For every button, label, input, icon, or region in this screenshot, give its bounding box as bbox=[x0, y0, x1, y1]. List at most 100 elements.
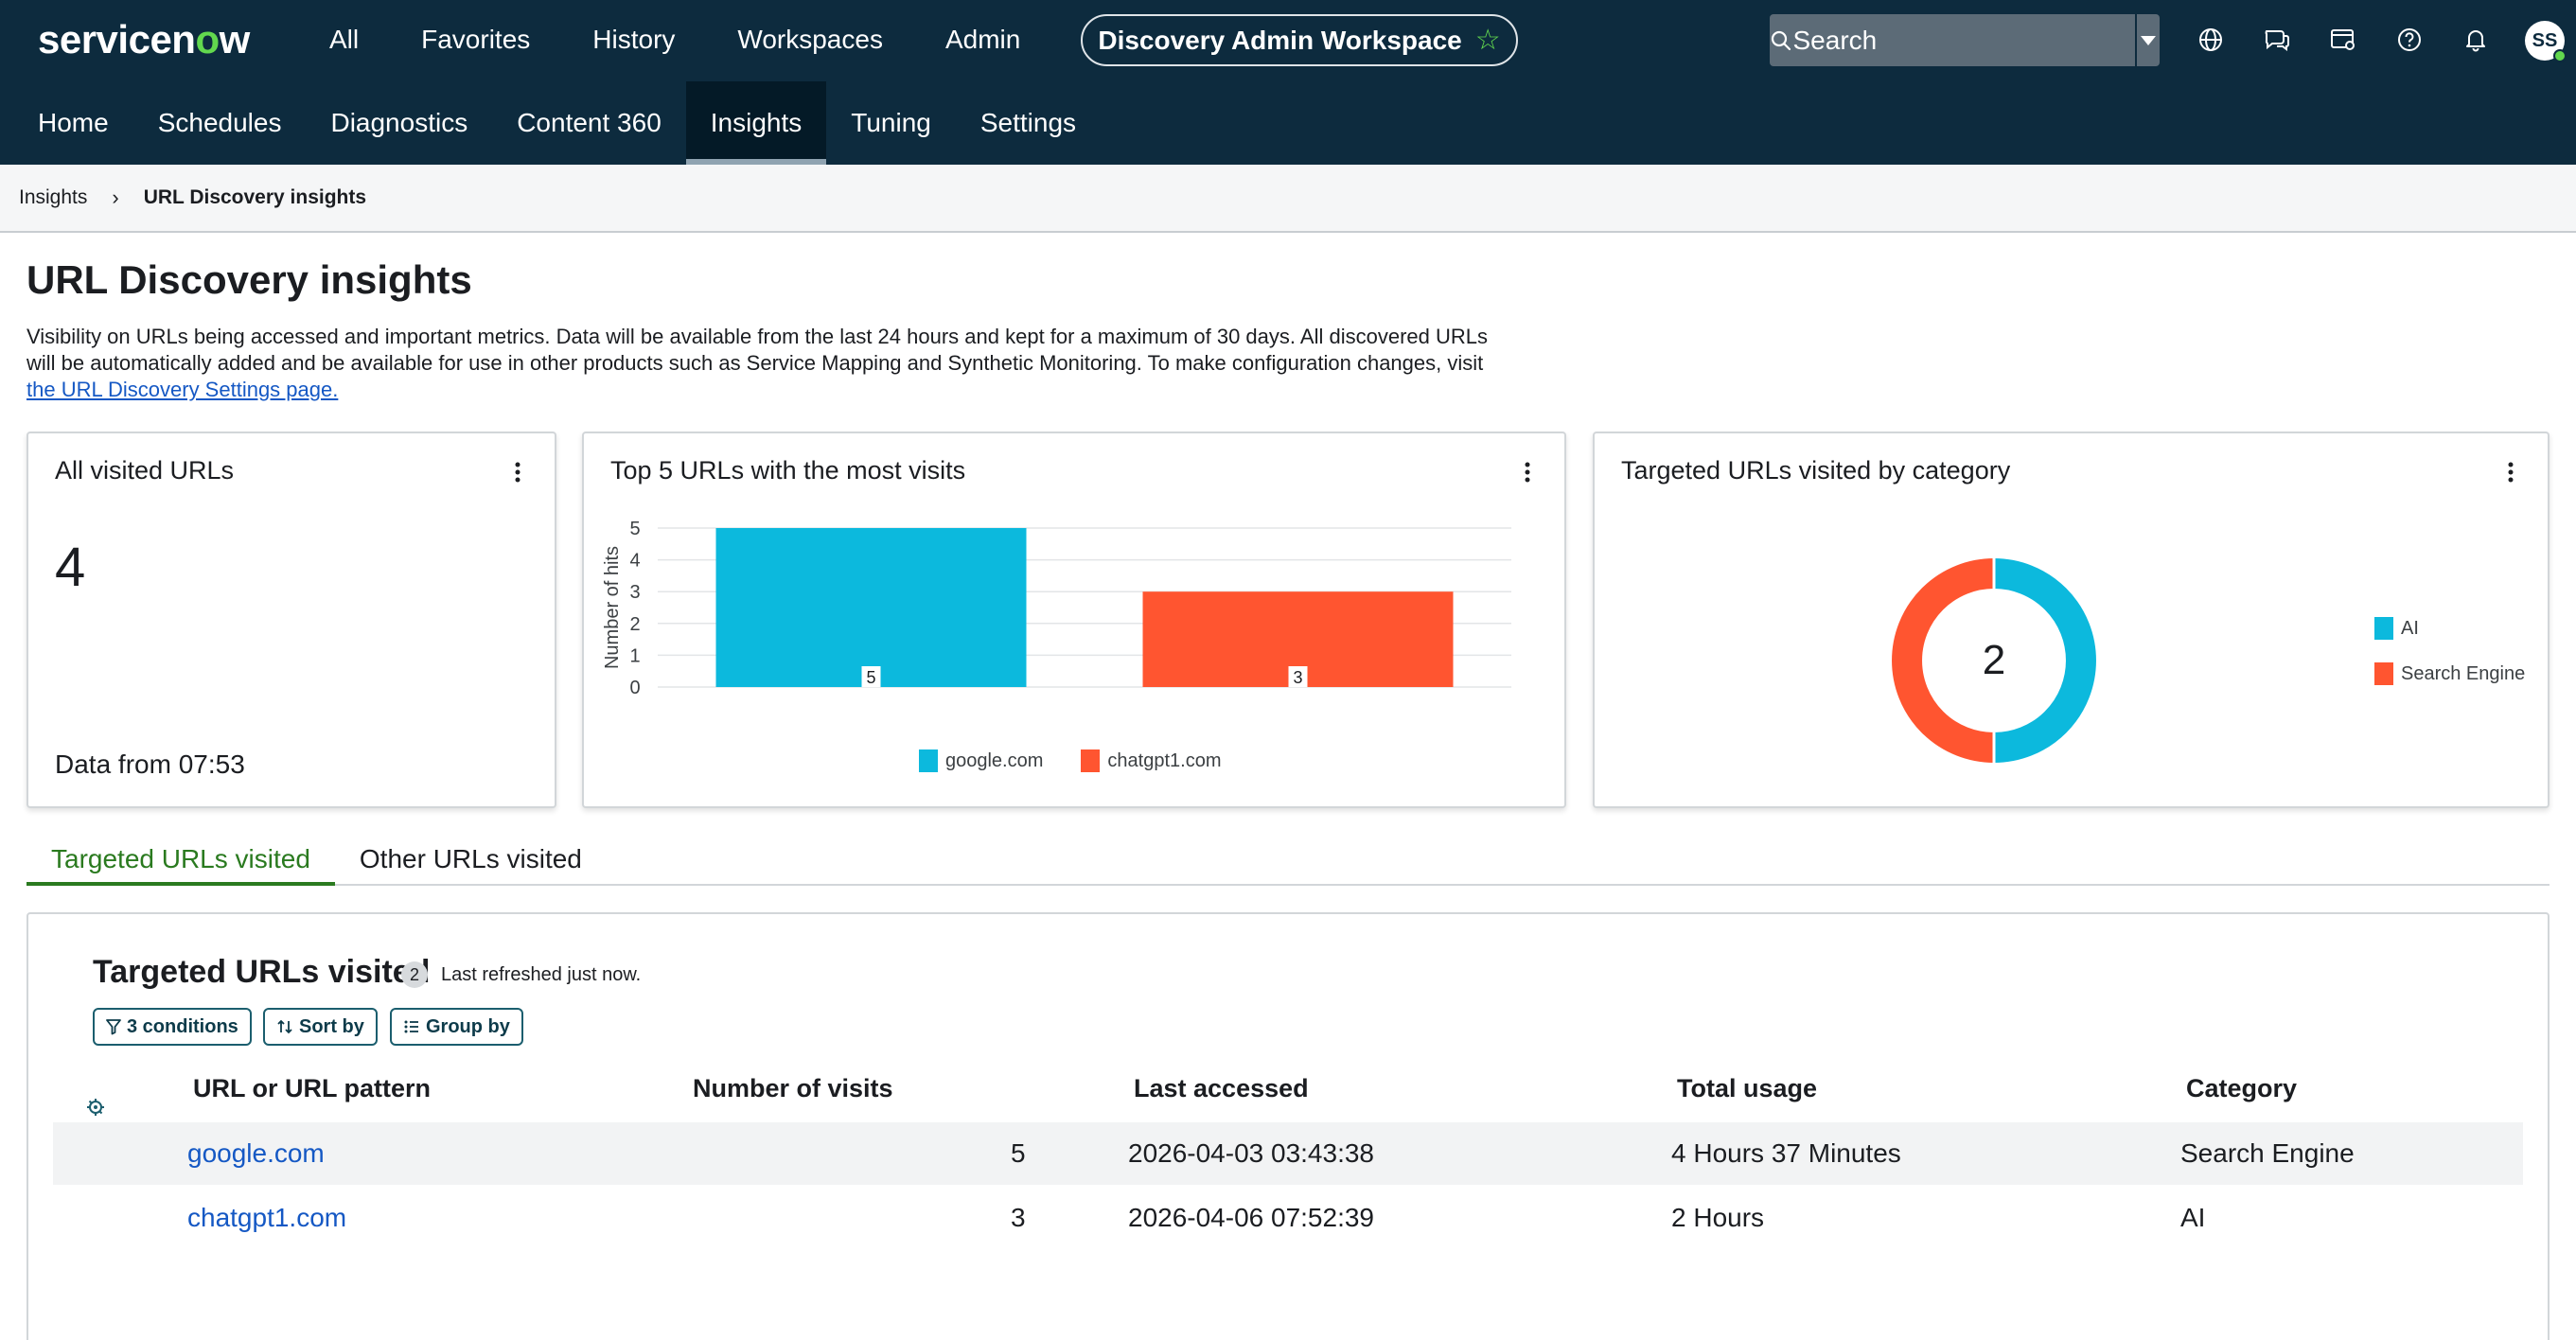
nav-all[interactable]: All bbox=[329, 25, 360, 54]
user-avatar[interactable]: SS bbox=[2525, 21, 2567, 62]
wsnav-settings[interactable]: Settings bbox=[979, 108, 1077, 137]
data-timestamp: Data from 07:53 bbox=[55, 749, 245, 779]
avatar-initials: SS bbox=[2532, 29, 2558, 51]
cell-total-usage: 4 Hours 37 Minutes bbox=[1671, 1138, 1901, 1168]
tab-other-urls[interactable]: Other URLs visited bbox=[359, 844, 582, 873]
nav-workspaces[interactable]: Workspaces bbox=[737, 25, 883, 54]
cell-category: AI bbox=[2180, 1203, 2206, 1232]
nav-favorites[interactable]: Favorites bbox=[421, 25, 531, 54]
legend-label: AI bbox=[2401, 617, 2419, 639]
page-title: URL Discovery insights bbox=[26, 257, 472, 302]
chevron-down-icon bbox=[2140, 35, 2156, 45]
workspace-title: Discovery Admin Workspace bbox=[1098, 25, 1462, 55]
settings-page-link[interactable]: the URL Discovery Settings page. bbox=[26, 378, 339, 401]
donut-legend-search-engine[interactable]: Search Engine bbox=[2374, 662, 2525, 685]
conditions-filter-button[interactable]: 3 conditions bbox=[93, 1008, 252, 1046]
data-label: 3 bbox=[1293, 668, 1302, 687]
legend-swatch bbox=[1081, 749, 1101, 772]
data-label: 5 bbox=[866, 668, 875, 687]
top-header: servicenow All Favorites History Workspa… bbox=[0, 0, 2576, 165]
cell-last-accessed: 2026-04-06 07:52:39 bbox=[1128, 1203, 1374, 1232]
col-header-category[interactable]: Category bbox=[2186, 1074, 2298, 1102]
wsnav-tuning[interactable]: Tuning bbox=[851, 108, 931, 137]
chip-label: Sort by bbox=[299, 1015, 364, 1037]
col-header-visits[interactable]: Number of visits bbox=[693, 1074, 893, 1102]
group-by-button[interactable]: Group by bbox=[390, 1008, 523, 1046]
list-icon bbox=[404, 1020, 418, 1033]
more-options-icon[interactable] bbox=[1513, 458, 1542, 486]
chip-label: 3 conditions bbox=[127, 1015, 238, 1037]
donut-slice-search-engine bbox=[1892, 558, 1995, 763]
donut-slice-ai bbox=[1993, 558, 2096, 763]
sort-by-button[interactable]: Sort by bbox=[263, 1008, 378, 1046]
presence-dot bbox=[2553, 49, 2567, 62]
nav-history[interactable]: History bbox=[592, 25, 676, 54]
wsnav-content-360[interactable]: Content 360 bbox=[517, 108, 662, 137]
breadcrumb-separator-icon: › bbox=[112, 185, 119, 209]
page-description-text: Visibility on URLs being accessed and im… bbox=[26, 325, 1488, 375]
y-tick-label: 1 bbox=[629, 645, 640, 666]
card-title: Targeted URLs visited by category bbox=[1621, 456, 2011, 485]
bar-google-com bbox=[715, 528, 1027, 687]
breadcrumb-insights[interactable]: Insights bbox=[19, 186, 88, 208]
table-header: URL or URL pattern Number of visits Last… bbox=[53, 1056, 2523, 1120]
search-input[interactable] bbox=[1792, 25, 2135, 56]
more-options-icon[interactable] bbox=[503, 458, 532, 486]
breadcrumb-current: URL Discovery insights bbox=[143, 186, 367, 208]
header-icons bbox=[2192, 21, 2495, 59]
data-label-bg bbox=[861, 666, 881, 687]
breadcrumb: Insights › URL Discovery insights bbox=[0, 165, 2576, 233]
table-row[interactable]: chatgpt1.com 3 2026-04-06 07:52:39 2 Hou… bbox=[53, 1187, 2523, 1249]
favorite-star-icon[interactable]: ☆ bbox=[1474, 25, 1501, 56]
legend-label: Search Engine bbox=[2401, 662, 2526, 684]
wsnav-home[interactable]: Home bbox=[38, 108, 109, 137]
legend-swatch bbox=[2374, 662, 2393, 685]
search-scope-dropdown[interactable] bbox=[2134, 14, 2161, 66]
url-link[interactable]: chatgpt1.com bbox=[187, 1203, 347, 1232]
filter-icon bbox=[106, 1019, 121, 1035]
col-header-total-usage[interactable]: Total usage bbox=[1677, 1074, 1818, 1102]
data-label-bg bbox=[1288, 666, 1308, 687]
top-nav: All Favorites History Workspaces Admin bbox=[329, 19, 1083, 61]
workspace-title-pill[interactable]: Discovery Admin Workspace ☆ bbox=[1081, 14, 1518, 66]
legend-swatch bbox=[919, 749, 938, 772]
last-refreshed-text: Last refreshed just now. bbox=[441, 964, 642, 985]
col-header-last-accessed[interactable]: Last accessed bbox=[1134, 1074, 1309, 1102]
donut-center-value: 2 bbox=[1982, 637, 2006, 683]
sort-icon bbox=[277, 1019, 292, 1034]
donut-chart bbox=[1892, 558, 2096, 763]
logo-text-suffix: w bbox=[219, 17, 251, 62]
legend-swatch bbox=[2374, 617, 2393, 640]
table-row[interactable]: google.com 5 2026-04-03 03:43:38 4 Hours… bbox=[53, 1122, 2523, 1185]
card-title: All visited URLs bbox=[55, 456, 235, 485]
nav-admin[interactable]: Admin bbox=[944, 25, 1021, 54]
cell-category: Search Engine bbox=[2180, 1138, 2355, 1168]
chat-icon[interactable] bbox=[2258, 21, 2296, 59]
wsnav-schedules[interactable]: Schedules bbox=[157, 108, 282, 137]
header-primary-row: servicenow All Favorites History Workspa… bbox=[0, 0, 2576, 81]
app-switcher-icon[interactable] bbox=[2324, 21, 2362, 59]
y-tick-label: 4 bbox=[629, 551, 640, 572]
cell-last-accessed: 2026-04-03 03:43:38 bbox=[1128, 1138, 1374, 1168]
donut-legend-ai[interactable]: AI bbox=[2374, 617, 2419, 640]
card-top5-urls: Top 5 URLs with the most visits Number o… bbox=[582, 432, 1566, 808]
global-search bbox=[1770, 14, 2160, 66]
more-options-icon[interactable] bbox=[2497, 458, 2525, 486]
legend-label-google[interactable]: google.com bbox=[945, 749, 1044, 771]
url-tabs: Targeted URLs visited Other URLs visited bbox=[26, 833, 2550, 886]
column-settings-icon[interactable] bbox=[85, 1077, 106, 1141]
bell-icon[interactable] bbox=[2457, 21, 2495, 59]
wsnav-insights[interactable]: Insights bbox=[685, 81, 827, 165]
legend-label-chatgpt1[interactable]: chatgpt1.com bbox=[1107, 749, 1222, 771]
servicenow-logo[interactable]: servicenow bbox=[38, 13, 250, 66]
record-count-badge: 2 bbox=[401, 961, 428, 988]
col-header-url[interactable]: URL or URL pattern bbox=[193, 1074, 432, 1102]
wsnav-diagnostics[interactable]: Diagnostics bbox=[330, 108, 468, 137]
tab-targeted-urls[interactable]: Targeted URLs visited bbox=[26, 833, 335, 886]
globe-icon[interactable] bbox=[2192, 21, 2230, 59]
help-icon[interactable] bbox=[2391, 21, 2428, 59]
cell-total-usage: 2 Hours bbox=[1671, 1203, 1765, 1232]
y-tick-label: 2 bbox=[629, 614, 640, 635]
url-link[interactable]: google.com bbox=[187, 1138, 325, 1168]
search-icon bbox=[1770, 14, 1793, 66]
